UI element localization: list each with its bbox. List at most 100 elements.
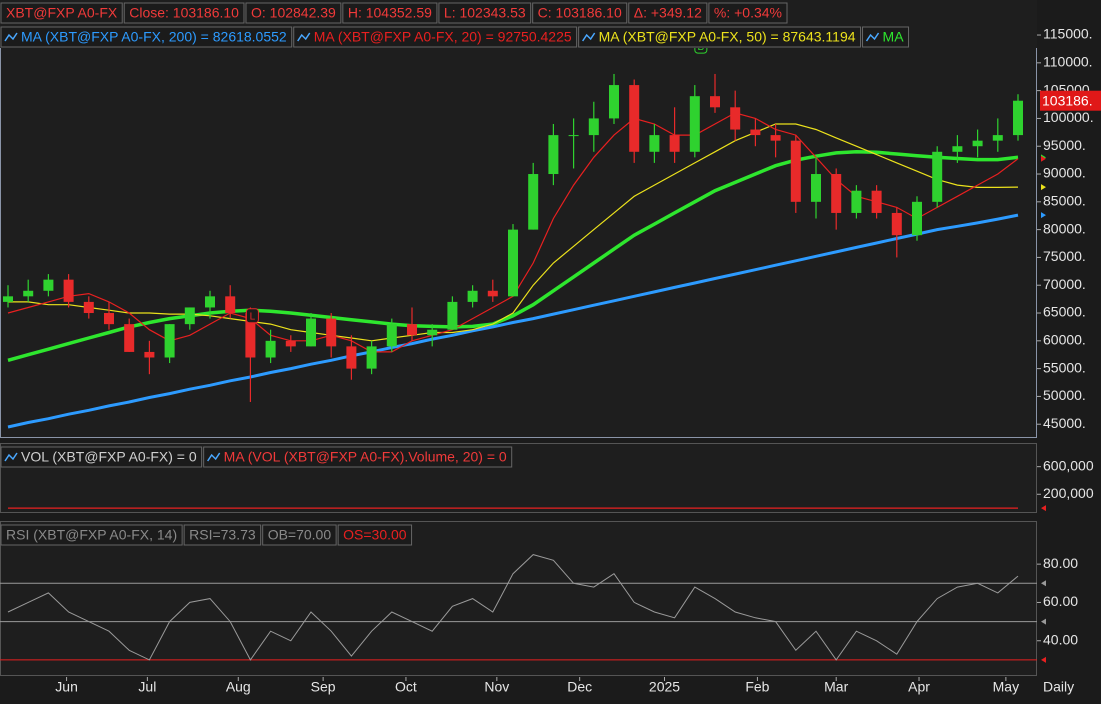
x-tick-label: 2025 (649, 679, 680, 695)
legend-box (337, 524, 413, 546)
moving-average-line (7, 150, 1019, 362)
x-tick-label: Jun (55, 679, 78, 695)
candle-body (184, 307, 195, 325)
candle-body (225, 296, 236, 314)
legend-box (0, 446, 203, 468)
candle-body (588, 118, 599, 136)
candle-body (265, 340, 276, 358)
legend-icon (865, 32, 880, 42)
candle-body (508, 229, 518, 297)
y-tick-label: 110000. (1043, 54, 1093, 70)
y-tick-label: 90000. (1043, 165, 1086, 181)
x-tick-label: Aug (226, 679, 251, 695)
y-tick-label: 55000. (1043, 359, 1086, 375)
candle-body (386, 324, 397, 347)
x-tick-label: May (993, 679, 1019, 695)
legend-text: RSI=73.73 (189, 527, 256, 543)
x-tick-label: Mar (824, 679, 848, 695)
signal-marker-label: L (250, 311, 256, 322)
candle-body (992, 135, 1003, 141)
price-panel (0, 0, 1037, 438)
legend-text: Close: 103186.10 (129, 5, 239, 21)
level-axis-marker (1041, 618, 1046, 625)
legend-box (293, 26, 578, 48)
legend-text: C: 103186.10 (538, 5, 622, 21)
legend-box (262, 524, 337, 546)
legend-text: H: 104352.59 (348, 5, 432, 21)
y-tick-label: 50000. (1043, 387, 1086, 403)
legend-icon (207, 452, 221, 462)
ma-axis-marker (1041, 155, 1046, 162)
candle-body (63, 279, 74, 302)
x-tick-label: Jul (138, 679, 156, 695)
legend-box (123, 2, 245, 24)
candle-body (710, 96, 720, 108)
candle-body (104, 313, 114, 325)
legend-text: O: 102842.39 (251, 5, 336, 21)
candle-body (3, 296, 13, 302)
legend-box (0, 26, 293, 48)
legend-box (862, 26, 910, 48)
legend-box (532, 2, 628, 24)
candle-body (407, 324, 417, 336)
y-tick-label: 60.00 (1043, 593, 1078, 609)
candle-body (912, 201, 922, 236)
ma-axis-marker (1041, 212, 1046, 219)
candle-body (43, 279, 54, 291)
candle-body (467, 290, 478, 302)
y-tick-label: 40.00 (1043, 631, 1078, 647)
candle-body (245, 313, 256, 358)
y-tick-label: 45000. (1043, 415, 1086, 431)
candle-body (285, 340, 296, 347)
y-tick-label: 80000. (1043, 220, 1086, 236)
legend-box (578, 26, 862, 48)
legend-box (245, 2, 342, 24)
candle-body (831, 174, 842, 213)
legend-text: MA (VOL (XBT@FXP A0-FX).Volume, 20) = 0 (224, 449, 507, 465)
y-tick-label: 65000. (1043, 304, 1086, 320)
candle-body (487, 290, 498, 297)
legend-text: MA (883, 29, 905, 45)
candle-body (609, 85, 619, 119)
candle-body (205, 296, 215, 308)
candle-body (972, 140, 983, 147)
legend-text: XBT@FXP A0-FX (6, 5, 118, 21)
candle-body (447, 301, 458, 330)
candle-body (952, 146, 963, 152)
candle-body (164, 324, 175, 358)
x-tick-label: Apr (908, 679, 930, 695)
legend-icon (4, 452, 18, 462)
last-price-label: 103186. (1042, 92, 1093, 108)
rsi-line (7, 554, 1019, 661)
legend-box (438, 2, 532, 24)
candle-body (548, 135, 559, 175)
periodicity[interactable]: Daily (1043, 679, 1074, 695)
y-tick-label: 200,000 (1043, 485, 1094, 501)
legend-box (203, 446, 513, 468)
candle-body (1013, 100, 1023, 136)
candle-body (528, 174, 539, 230)
candle-body (23, 290, 34, 297)
x-tick-label: Dec (567, 679, 592, 695)
legend-box (0, 524, 183, 546)
legend-icon (297, 32, 311, 42)
candle-body (568, 135, 579, 137)
legend-text: MA (XBT@FXP A0-FX, 50) = 87643.1194 (599, 29, 856, 45)
legend-text: MA (XBT@FXP A0-FX, 20) = 92750.4225 (314, 29, 572, 45)
level-axis-marker (1041, 656, 1046, 663)
legend-text: RSI (XBT@FXP A0-FX, 14) (6, 527, 177, 543)
ma-axis-marker (1041, 184, 1046, 191)
legend-text: MA (XBT@FXP A0-FX, 200) = 82618.0552 (21, 29, 287, 45)
candle-body (689, 96, 700, 152)
moving-average-line (7, 213, 1019, 429)
x-tick-label: Feb (745, 679, 769, 695)
candle-body (326, 318, 337, 347)
y-tick-label: 100000. (1043, 109, 1094, 125)
y-tick-label: 70000. (1043, 276, 1086, 292)
x-tick-label: Oct (395, 679, 417, 695)
candle-body (730, 107, 741, 130)
y-tick-label: 85000. (1043, 193, 1086, 209)
y-tick-label: 95000. (1043, 137, 1086, 153)
last-price-box (1040, 90, 1101, 111)
